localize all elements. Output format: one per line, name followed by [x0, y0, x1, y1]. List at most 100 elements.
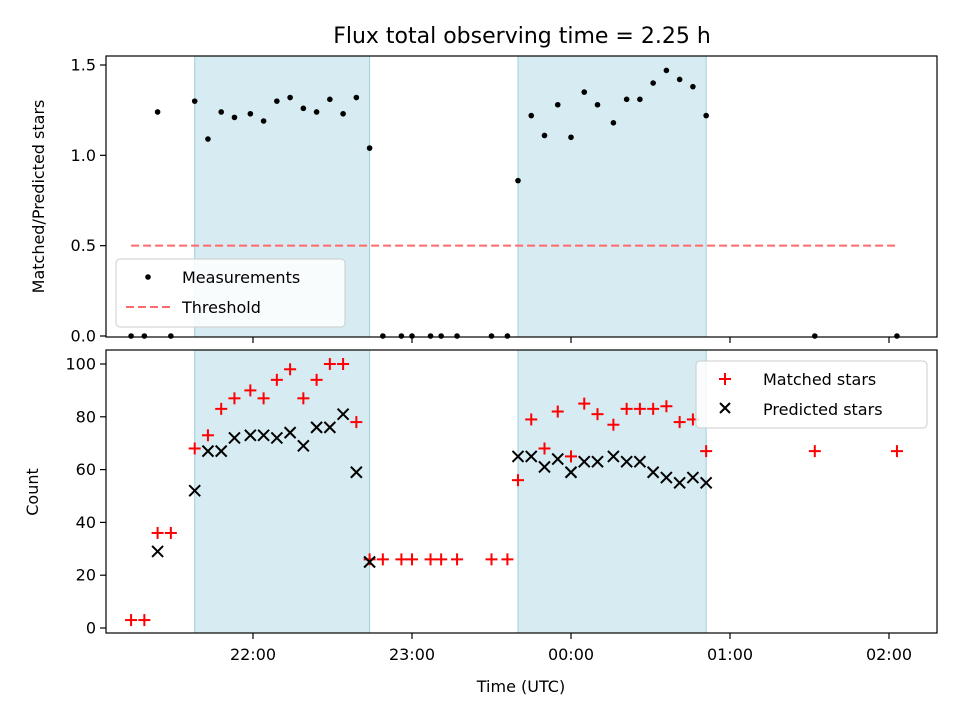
measurement-point	[366, 145, 373, 151]
measurement-point	[650, 80, 656, 86]
matched-star-point	[700, 445, 713, 458]
predicted-star-point	[363, 555, 376, 569]
legend-matched-marker	[719, 373, 731, 385]
measurement-point	[554, 101, 561, 108]
matched-star-point	[633, 402, 646, 415]
measurement-point	[218, 109, 224, 115]
matched-star-point	[551, 405, 564, 418]
matched-star-point	[257, 392, 270, 405]
measurement-point	[676, 76, 683, 83]
bottom-panel: 0 20 40 60 80 100 22:00 23:00 00:00 01:00 02:00 C…	[23, 349, 938, 696]
measurement-point	[274, 98, 280, 104]
predicted-star-point	[686, 471, 700, 484]
predicted-star-point	[323, 421, 337, 434]
matched-star-point	[395, 553, 408, 566]
measurement-point	[454, 333, 460, 339]
predicted-star-point	[283, 426, 297, 439]
top-shaded-intervals	[194, 55, 707, 338]
matched-star-point	[228, 392, 241, 405]
matched-stars-points	[125, 358, 903, 627]
matched-star-point	[337, 358, 350, 370]
legend-threshold-label: Threshold	[181, 298, 261, 317]
measurement-point	[568, 134, 574, 141]
matched-star-point	[620, 402, 633, 415]
measurement-point	[313, 109, 320, 115]
matched-star-point	[451, 553, 464, 566]
top-axes-frame	[105, 55, 938, 338]
measurement-point	[894, 333, 900, 339]
measurement-point	[154, 109, 161, 115]
x-tick-label: 22:00	[230, 645, 276, 664]
measurement-point	[594, 101, 601, 108]
measurement-point	[327, 96, 333, 103]
matched-star-point	[647, 402, 660, 415]
predicted-star-point	[620, 455, 633, 468]
measurement-point	[427, 333, 434, 339]
measurement-point	[528, 112, 535, 119]
predicted-star-point	[607, 450, 620, 463]
bottom-y-tick-label: 0	[86, 619, 96, 638]
measurement-point	[637, 96, 643, 103]
measurement-point	[191, 98, 198, 104]
measurement-point	[610, 120, 617, 126]
matched-star-point	[808, 445, 821, 458]
bottom-shaded-interval	[194, 349, 371, 634]
predicted-star-point	[511, 450, 525, 463]
matched-star-point	[424, 553, 437, 566]
predicted-star-point	[336, 407, 350, 421]
measurement-point	[287, 94, 293, 101]
measurement-point	[581, 89, 588, 95]
predicted-star-point	[633, 455, 647, 468]
matched-star-point	[406, 553, 418, 566]
matched-star-point	[376, 553, 389, 566]
bottom-y-tick-label: 60	[76, 460, 96, 479]
predicted-star-point	[646, 466, 660, 479]
matched-star-point	[201, 429, 214, 442]
predicted-star-point	[564, 466, 578, 479]
matched-star-point	[323, 358, 336, 370]
predicted-star-point	[350, 466, 363, 479]
matched-star-point	[591, 408, 604, 421]
predicted-star-point	[188, 484, 201, 497]
matched-star-point	[607, 418, 620, 431]
x-tick-label: 00:00	[548, 645, 594, 664]
measurement-point	[690, 83, 696, 90]
measurement-point	[438, 333, 444, 339]
measurement-point	[703, 112, 709, 119]
bottom-y-ticks: 0 20 40 60 80 100	[65, 355, 106, 638]
top-legend: Measurements Threshold	[115, 258, 346, 328]
matched-star-point	[485, 553, 498, 566]
matched-star-point	[525, 413, 538, 426]
matched-star-point	[501, 553, 514, 566]
predicted-star-point	[591, 455, 604, 468]
legend-measurements-marker	[145, 274, 151, 280]
matched-star-point	[350, 416, 363, 429]
measurement-point	[541, 132, 548, 139]
measurement-point	[260, 118, 267, 124]
predicted-star-point	[297, 439, 310, 453]
matched-star-point	[125, 614, 138, 627]
matched-star-point	[890, 445, 903, 458]
measurement-point	[623, 96, 630, 103]
measurement-point	[168, 333, 174, 339]
matched-star-point	[270, 373, 283, 386]
legend-measurements-label: Measurements	[182, 268, 300, 287]
predicted-star-point	[151, 545, 164, 558]
x-tick-label: 23:00	[389, 645, 435, 664]
top-shaded-interval	[517, 55, 707, 338]
predicted-star-point	[310, 421, 323, 434]
measurement-point	[128, 333, 134, 339]
predicted-star-point	[270, 431, 284, 445]
bottom-shaded-interval	[517, 349, 707, 634]
bottom-axes-frame	[105, 349, 938, 634]
measurement-point	[812, 333, 818, 339]
bottom-y-tick-label: 20	[76, 566, 96, 585]
top-x-ticks	[252, 337, 890, 343]
matched-star-point	[297, 392, 310, 405]
matched-star-point	[512, 474, 524, 487]
measurement-point	[504, 333, 511, 339]
measurement-point	[231, 114, 238, 121]
bottom-legend-box	[695, 360, 928, 429]
top-y-tick-label: 0.0	[71, 327, 96, 346]
